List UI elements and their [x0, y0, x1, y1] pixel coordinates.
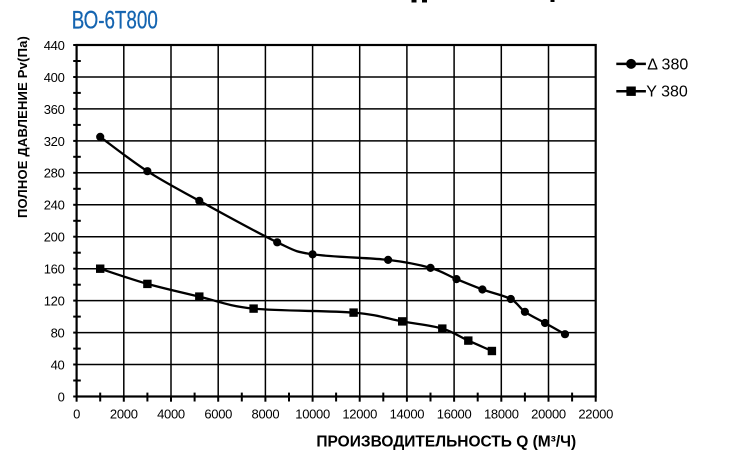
svg-text:440: 440 — [44, 38, 65, 53]
svg-text:0: 0 — [73, 407, 80, 422]
svg-text:320: 320 — [44, 134, 65, 149]
svg-text:14000: 14000 — [390, 407, 425, 422]
svg-text:160: 160 — [44, 262, 65, 277]
svg-text:200: 200 — [44, 230, 65, 245]
svg-text:280: 280 — [44, 166, 65, 181]
svg-text:120: 120 — [44, 294, 65, 309]
svg-text:40: 40 — [51, 357, 65, 372]
svg-text:20000: 20000 — [531, 407, 566, 422]
svg-text:18000: 18000 — [484, 407, 519, 422]
svg-text:0: 0 — [58, 389, 65, 404]
svg-text:10000: 10000 — [295, 407, 330, 422]
svg-text:6000: 6000 — [204, 407, 232, 422]
svg-text:ВО-6Т800: ВО-6Т800 — [72, 6, 158, 34]
svg-text:Y 380: Y 380 — [646, 84, 688, 101]
svg-text:ПОЛНОЕ ДАВЛЕНИЕ Pv(Па): ПОЛНОЕ ДАВЛЕНИЕ Pv(Па) — [15, 36, 30, 218]
svg-text:400: 400 — [44, 70, 65, 85]
svg-text:22000: 22000 — [578, 407, 613, 422]
svg-text:12000: 12000 — [342, 407, 377, 422]
svg-text:2000: 2000 — [110, 407, 138, 422]
svg-text:80: 80 — [51, 326, 65, 341]
svg-text:360: 360 — [44, 102, 65, 117]
svg-text:ПРОИЗВОДИТЕЛЬНОСТЬ Q (М³/Ч): ПРОИЗВОДИТЕЛЬНОСТЬ Q (М³/Ч) — [316, 433, 576, 450]
svg-text:4000: 4000 — [157, 407, 185, 422]
svg-text:Δ 380: Δ 380 — [647, 56, 688, 73]
svg-text:8000: 8000 — [252, 407, 280, 422]
svg-text:16000: 16000 — [437, 407, 472, 422]
svg-text:240: 240 — [44, 198, 65, 213]
